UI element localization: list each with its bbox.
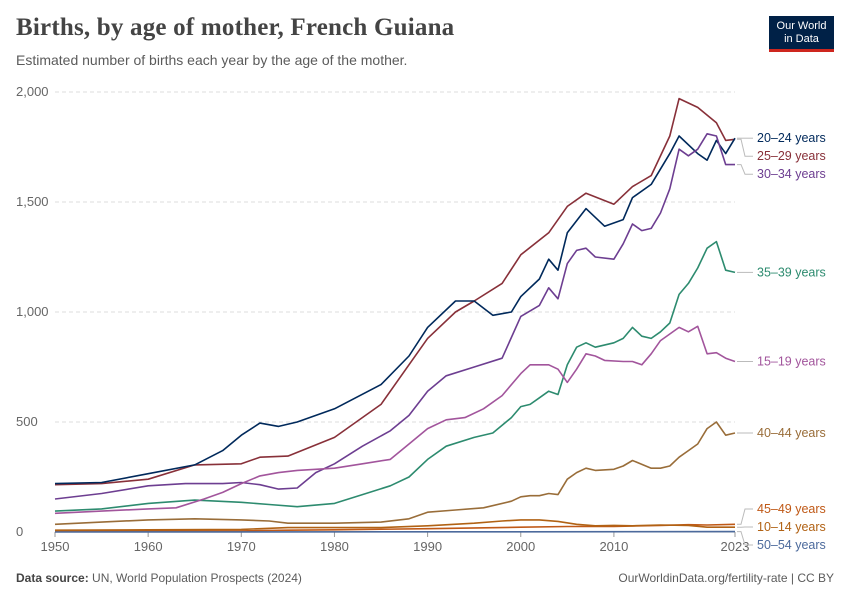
- chart-title: Births, by age of mother, French Guiana: [16, 14, 455, 41]
- x-axis: 1950 1960 1970 1980 1990 2000 2010 2023: [41, 531, 750, 554]
- series-label[interactable]: 50–54 years: [757, 538, 826, 552]
- x-tick-label: 2000: [506, 539, 535, 554]
- series-label[interactable]: 35–39 years: [757, 265, 826, 279]
- y-axis-ticks: 0 500 1,000 1,500 2,000: [16, 84, 49, 539]
- x-tick-label: 2023: [721, 539, 750, 554]
- chart-subtitle: Estimated number of births each year by …: [16, 52, 408, 68]
- x-tick-label: 1950: [41, 539, 70, 554]
- series-label[interactable]: 30–34 years: [757, 167, 826, 181]
- series-line[interactable]: [54, 519, 735, 531]
- series-line[interactable]: [54, 135, 736, 485]
- y-tick-label: 0: [16, 524, 23, 539]
- series-label[interactable]: 45–49 years: [757, 502, 826, 516]
- y-tick-label: 2,000: [16, 84, 49, 99]
- data-source: Data source: UN, World Population Prospe…: [16, 571, 302, 585]
- series-line[interactable]: [54, 240, 736, 512]
- label-connector: [737, 164, 753, 175]
- label-connector: [737, 138, 753, 157]
- series-line[interactable]: [54, 133, 735, 500]
- series-label[interactable]: 20–24 years: [757, 131, 826, 145]
- y-tick-label: 1,500: [16, 194, 49, 209]
- series-label[interactable]: 10–14 years: [757, 520, 826, 534]
- gridlines: [55, 91, 735, 533]
- x-tick-label: 1970: [227, 539, 256, 554]
- label-connector: [737, 508, 753, 525]
- series-line[interactable]: [54, 97, 736, 486]
- logo-line-1: Our World: [776, 20, 827, 32]
- data-source-text: UN, World Population Prospects (2024): [92, 571, 302, 585]
- series-lines: [54, 97, 736, 533]
- x-tick-label: 1960: [134, 539, 163, 554]
- series-line[interactable]: [54, 421, 736, 526]
- x-tick-label: 1990: [413, 539, 442, 554]
- series-labels: 20–24 years 25–29 years 30–34 years 35–39 y…: [737, 131, 826, 552]
- series-line[interactable]: [54, 325, 736, 515]
- logo-line-2: in Data: [784, 33, 819, 45]
- data-source-label: Data source:: [16, 571, 89, 585]
- x-tick-label: 2010: [599, 539, 628, 554]
- y-tick-label: 500: [16, 414, 38, 429]
- label-connector: [737, 531, 753, 546]
- series-label[interactable]: 15–19 years: [757, 355, 826, 369]
- owid-logo[interactable]: Our World in Data: [769, 16, 834, 52]
- x-tick-label: 1980: [320, 539, 349, 554]
- series-label[interactable]: 25–29 years: [757, 149, 826, 163]
- series-label[interactable]: 40–44 years: [757, 426, 826, 440]
- footer-url[interactable]: OurWorldinData.org/fertility-rate | CC B…: [618, 571, 834, 585]
- y-tick-label: 1,000: [16, 304, 49, 319]
